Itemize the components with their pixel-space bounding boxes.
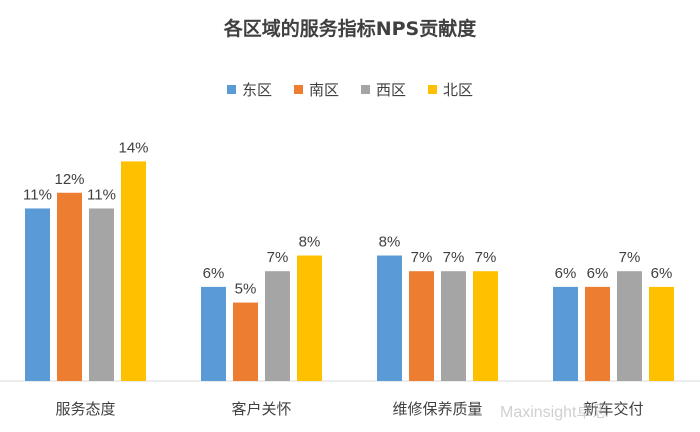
data-label: 5% — [235, 281, 257, 298]
category-label: 客户关怀 — [231, 400, 291, 418]
data-label: 6% — [587, 265, 609, 282]
bar — [57, 192, 82, 381]
bar — [25, 208, 50, 381]
data-label: 7% — [443, 249, 465, 266]
bar — [297, 255, 322, 381]
bar — [649, 286, 674, 381]
legend-swatch — [226, 85, 236, 94]
data-label: 8% — [299, 234, 321, 251]
data-label: 12% — [54, 171, 84, 188]
bar — [617, 271, 642, 381]
legend-label: 西区 — [376, 81, 407, 99]
data-label: 6% — [651, 265, 673, 282]
legend-label: 北区 — [443, 81, 474, 99]
data-label: 11% — [87, 186, 116, 203]
bar — [441, 271, 466, 381]
watermark: Maxinsight卓思 — [500, 404, 609, 421]
data-label: 11% — [23, 186, 52, 203]
legend-label: 南区 — [308, 81, 339, 99]
legend-swatch — [361, 85, 370, 94]
legend-item: 西区 — [361, 79, 406, 100]
data-label: 7% — [411, 249, 433, 266]
bar — [377, 255, 402, 381]
category-label: 服务态度 — [55, 400, 115, 418]
data-label: 7% — [619, 249, 641, 266]
legend-swatch — [293, 85, 303, 94]
bar — [473, 271, 498, 381]
bar — [409, 271, 434, 381]
bar — [89, 208, 114, 381]
bar — [265, 271, 290, 381]
legend-item: 南区 — [293, 79, 339, 100]
data-label: 7% — [475, 249, 497, 266]
data-label: 8% — [379, 234, 401, 251]
legend-label: 东区 — [241, 81, 272, 99]
data-label: 6% — [555, 265, 577, 282]
category-label: 维修保养质量 — [392, 400, 482, 418]
bar — [121, 161, 146, 381]
bar — [233, 302, 258, 381]
bar — [201, 286, 226, 381]
legend-item: 东区 — [226, 79, 272, 100]
category-label: 新车交付 — [583, 400, 643, 418]
bar — [585, 286, 610, 381]
legend: 东区 南区 西区 北区 — [0, 79, 700, 100]
data-label: 7% — [267, 249, 289, 266]
bar — [553, 286, 578, 381]
legend-item: 北区 — [428, 79, 473, 100]
legend-swatch — [428, 85, 438, 94]
data-label: 14% — [118, 139, 148, 156]
chart-title: 各区域的服务指标NPS贡献度 — [223, 18, 477, 40]
data-label: 6% — [203, 265, 225, 282]
